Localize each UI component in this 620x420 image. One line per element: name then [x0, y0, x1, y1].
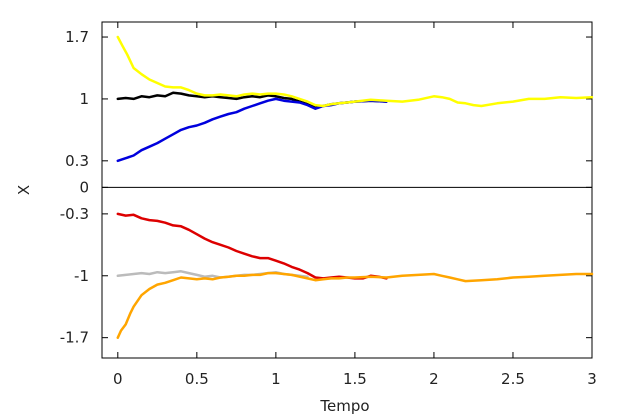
- x-tick-label: 1: [271, 370, 281, 388]
- plot-frame: [101, 21, 593, 359]
- series-line-4: [116, 212, 388, 280]
- y-tick-label: 1: [79, 90, 89, 108]
- y-tick-label: -1: [74, 267, 89, 285]
- series-line-2: [116, 97, 388, 163]
- y-axis-label: X: [15, 185, 33, 195]
- x-axis: 0 0.5 1 1.5 2 2.5 3: [113, 22, 597, 388]
- series-layer: [116, 35, 594, 339]
- y-axis: 1.7 1 0.3 0 -0.3 -1 -1.7: [60, 28, 592, 347]
- y-tick-label: -0.3: [60, 205, 89, 223]
- x-tick-label: 2: [429, 370, 439, 388]
- y-tick-label: -1.7: [60, 329, 89, 347]
- series-line-3: [116, 35, 594, 108]
- x-tick-label: 1.5: [343, 370, 367, 388]
- series-line-6: [116, 271, 594, 339]
- y-tick-label: 0.3: [65, 152, 89, 170]
- x-tick-label: 2.5: [501, 370, 525, 388]
- y-tick-label: 0: [79, 178, 89, 196]
- x-axis-label: Tempo: [319, 397, 369, 415]
- x-tick-label: 0.5: [185, 370, 209, 388]
- y-tick-label: 1.7: [65, 28, 89, 46]
- x-tick-label: 3: [587, 370, 597, 388]
- x-tick-label: 0: [113, 370, 123, 388]
